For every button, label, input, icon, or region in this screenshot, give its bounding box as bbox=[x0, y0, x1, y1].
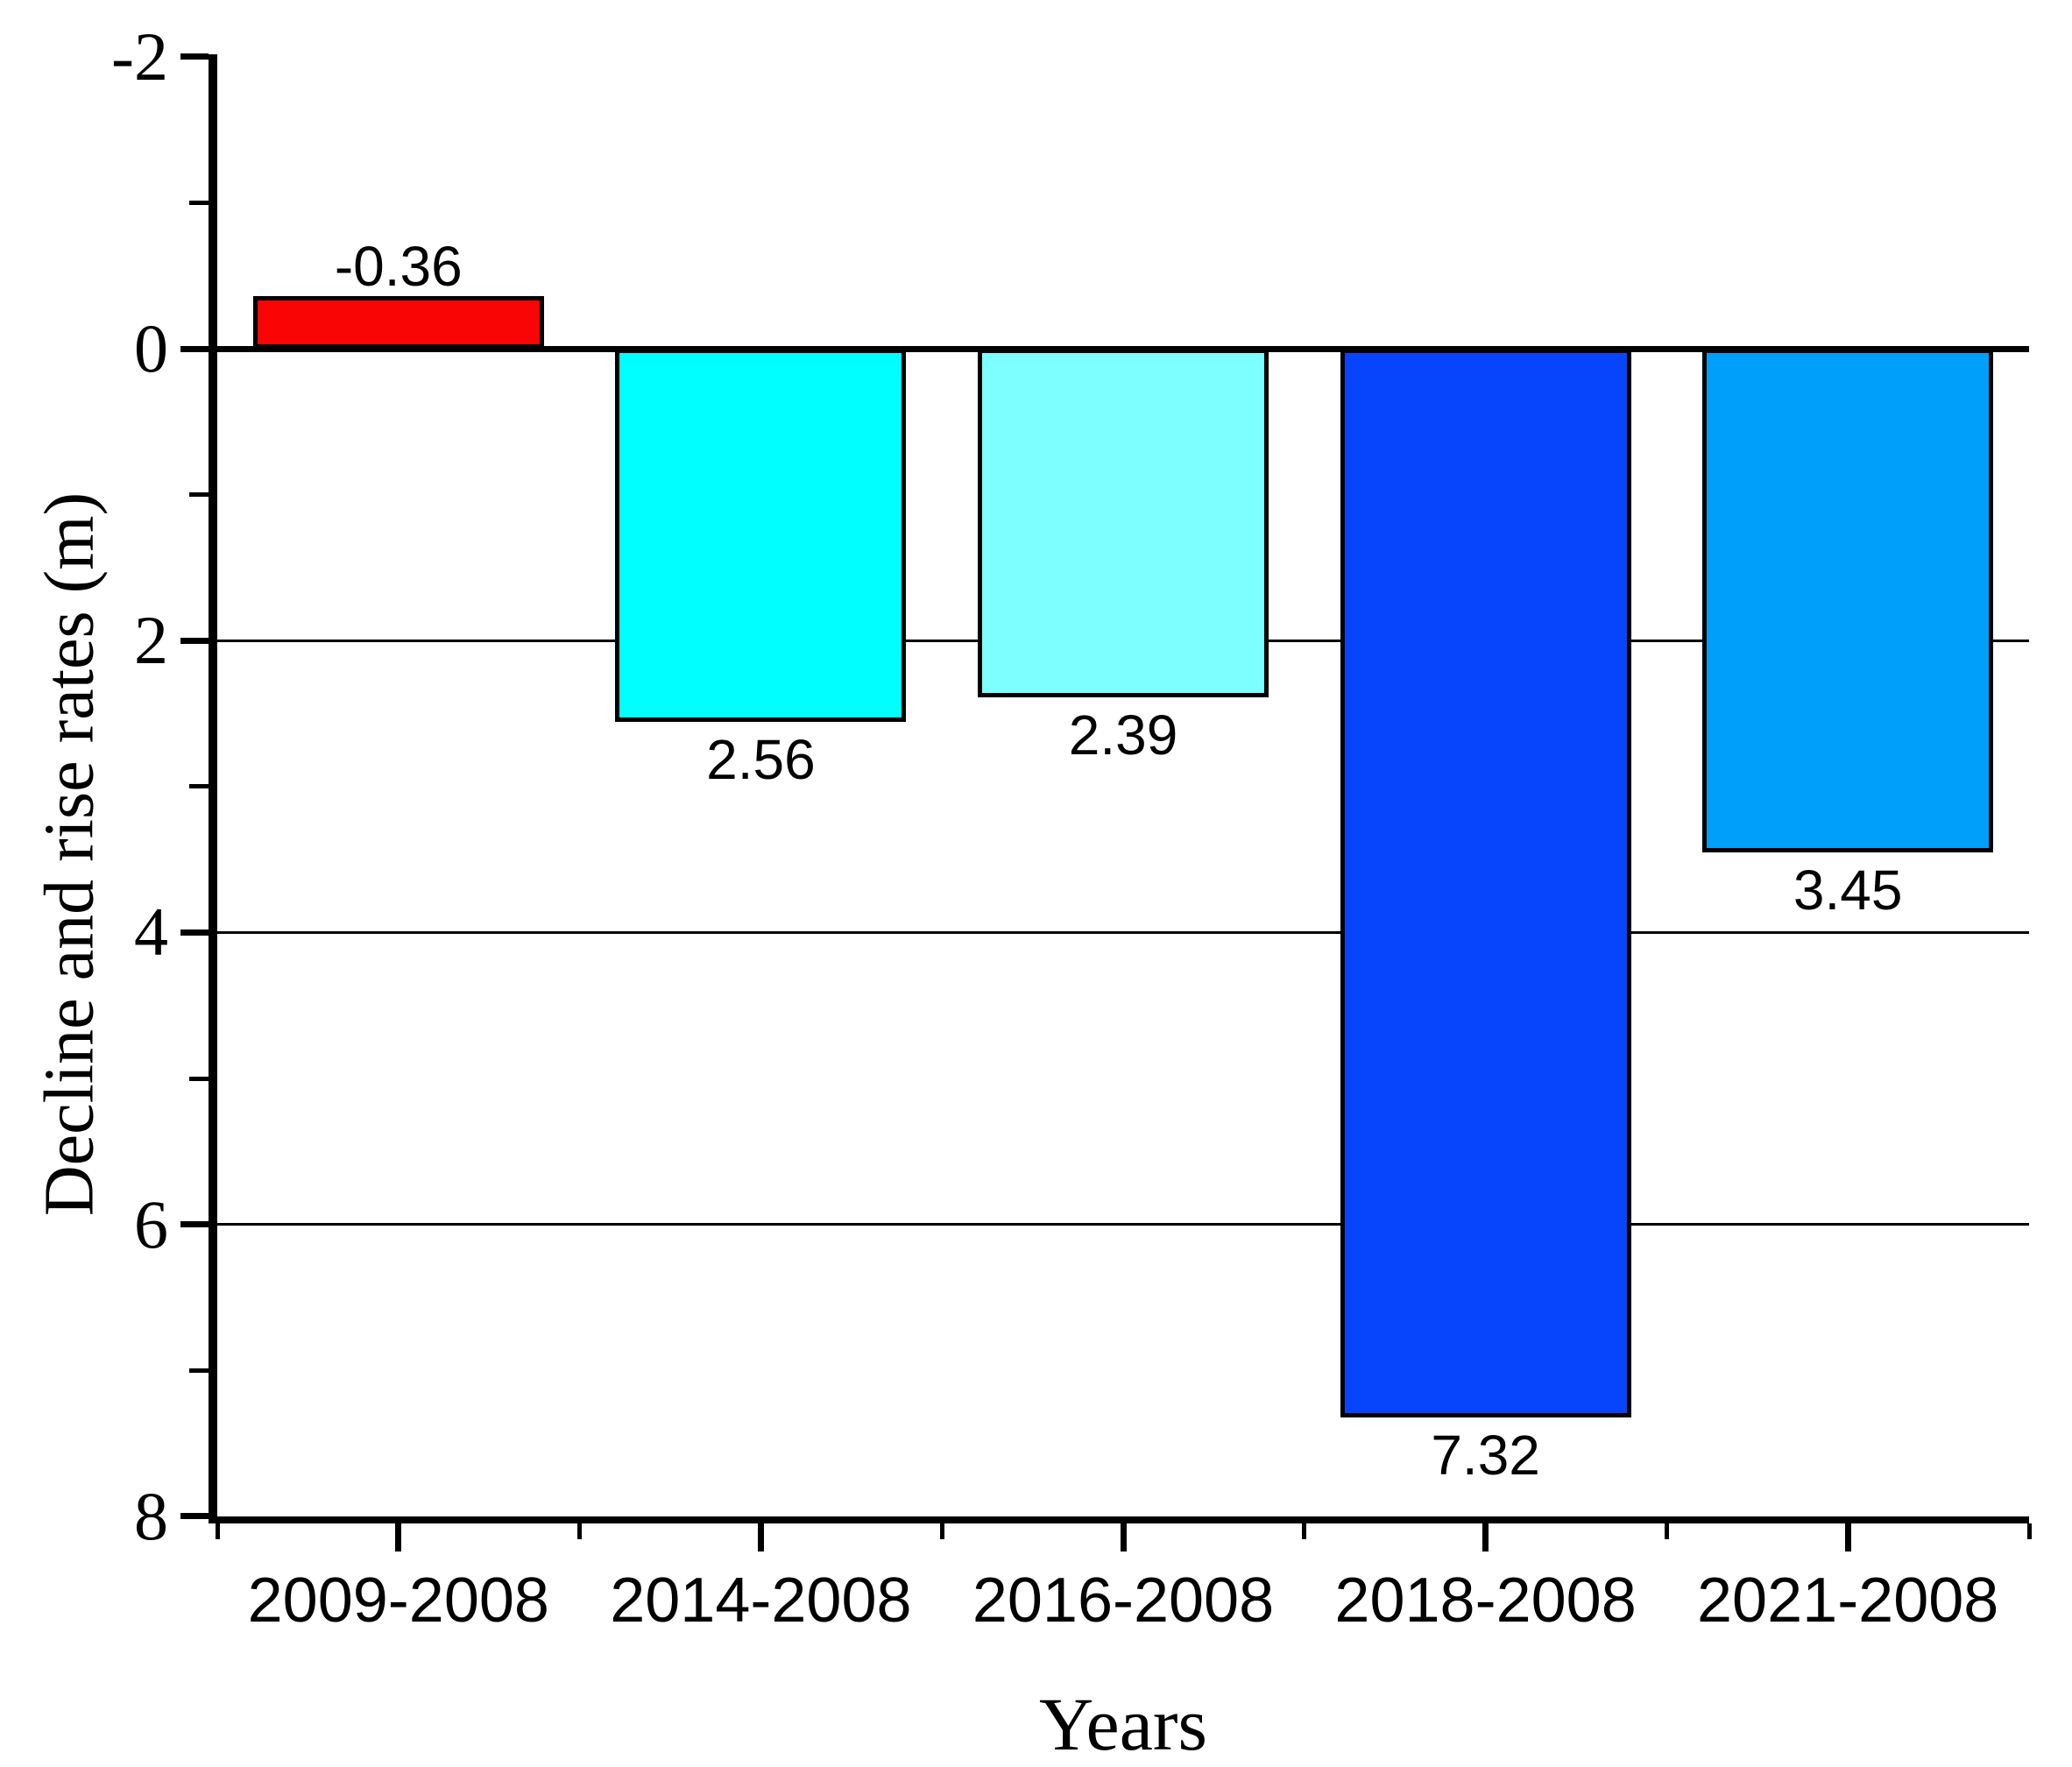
y-major-tick bbox=[180, 929, 209, 936]
bar-value-label: -0.36 bbox=[334, 235, 463, 299]
bar-value-label: 2.56 bbox=[706, 728, 816, 792]
bar-2021-2008 bbox=[1702, 349, 1994, 852]
bar-value-label: 2.39 bbox=[1068, 703, 1178, 767]
y-tick-label: -2 bbox=[111, 18, 168, 95]
x-minor-tick bbox=[577, 1523, 583, 1539]
y-tick-label: 4 bbox=[134, 894, 168, 971]
category-label: 2021-2008 bbox=[1697, 1566, 1999, 1636]
x-axis-title: Years bbox=[1039, 1682, 1207, 1766]
y-major-tick bbox=[180, 53, 209, 60]
y-tick-label: 6 bbox=[134, 1185, 168, 1262]
x-major-tick bbox=[1844, 1523, 1851, 1551]
category-label: 2016-2008 bbox=[972, 1566, 1275, 1636]
y-tick-label: 0 bbox=[134, 310, 168, 386]
category-label: 2014-2008 bbox=[610, 1566, 912, 1636]
y-minor-tick bbox=[189, 784, 209, 789]
y-minor-tick bbox=[189, 1368, 209, 1373]
y-major-tick bbox=[180, 1221, 209, 1228]
x-minor-tick bbox=[1302, 1523, 1307, 1539]
x-minor-tick bbox=[215, 1523, 220, 1539]
y-major-tick bbox=[180, 1513, 209, 1520]
y-major-tick bbox=[180, 345, 209, 352]
y-minor-tick bbox=[189, 200, 209, 205]
y-minor-tick bbox=[189, 1076, 209, 1081]
category-label: 2009-2008 bbox=[247, 1566, 549, 1636]
x-minor-tick bbox=[2026, 1523, 2032, 1539]
bar-value-label: 3.45 bbox=[1793, 858, 1903, 922]
y-minor-tick bbox=[189, 492, 209, 498]
x-major-tick bbox=[1120, 1523, 1127, 1551]
bar-2016-2008 bbox=[978, 349, 1269, 698]
bar-2009-2008 bbox=[252, 296, 544, 349]
grid-line bbox=[217, 1223, 2029, 1226]
grid-line bbox=[217, 930, 2029, 934]
x-minor-tick bbox=[939, 1523, 944, 1539]
y-axis-spine bbox=[209, 54, 217, 1523]
category-label: 2018-2008 bbox=[1334, 1566, 1637, 1636]
bar-2014-2008 bbox=[615, 349, 907, 723]
x-axis-line bbox=[209, 1516, 2029, 1523]
y-tick-label: 2 bbox=[134, 602, 168, 679]
zero-line bbox=[217, 345, 2029, 352]
x-major-tick bbox=[1482, 1523, 1489, 1551]
y-tick-label: 8 bbox=[134, 1477, 168, 1554]
y-major-tick bbox=[180, 637, 209, 644]
bar-2018-2008 bbox=[1340, 349, 1631, 1417]
x-minor-tick bbox=[1664, 1523, 1669, 1539]
x-major-tick bbox=[757, 1523, 764, 1551]
bar-value-label: 7.32 bbox=[1431, 1423, 1540, 1487]
x-major-tick bbox=[395, 1523, 402, 1551]
